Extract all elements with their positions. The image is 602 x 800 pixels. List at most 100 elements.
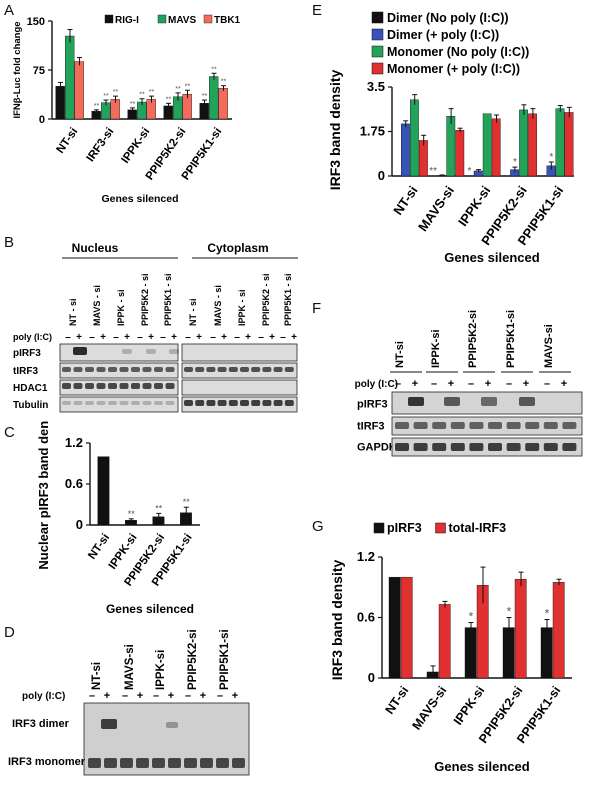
lane-label: NT - si bbox=[188, 298, 198, 326]
lane-label: PPIP5K2 - si bbox=[261, 273, 271, 326]
row-label: pIRF3 bbox=[357, 398, 388, 410]
band bbox=[119, 401, 129, 405]
treatment-sign: + bbox=[412, 378, 418, 390]
treatment-sign: + bbox=[124, 332, 130, 343]
legend-label: MAVS bbox=[168, 15, 196, 26]
blot-strip bbox=[181, 379, 298, 396]
bar bbox=[209, 76, 219, 120]
significance-mark: ** bbox=[139, 92, 145, 99]
treatment-sign: – bbox=[122, 690, 128, 702]
band bbox=[216, 758, 229, 768]
band bbox=[165, 383, 175, 389]
band bbox=[184, 367, 193, 372]
bar bbox=[74, 61, 84, 120]
lane-label: IPPK-si bbox=[155, 650, 167, 690]
band bbox=[228, 400, 238, 406]
band bbox=[85, 401, 94, 405]
band bbox=[136, 758, 149, 768]
band bbox=[152, 758, 165, 768]
treatment-label: poly (I:C) bbox=[22, 691, 65, 702]
treatment-sign: + bbox=[137, 690, 143, 702]
treatment-sign: – bbox=[544, 378, 550, 390]
band bbox=[169, 349, 179, 354]
significance-mark: ** bbox=[113, 89, 119, 96]
legend-swatch bbox=[203, 14, 213, 24]
legend-label: total-IRF3 bbox=[449, 521, 507, 535]
significance-mark: ** bbox=[175, 86, 181, 93]
treatment-sign: – bbox=[185, 332, 191, 343]
bar bbox=[409, 99, 419, 177]
category-label: IPPK-si bbox=[455, 183, 493, 229]
row-label: Tubulin bbox=[13, 400, 48, 411]
band bbox=[262, 367, 272, 372]
band bbox=[525, 443, 540, 451]
significance-mark: * bbox=[513, 157, 517, 168]
band bbox=[85, 383, 94, 389]
row-label: tIRF3 bbox=[13, 366, 38, 377]
band bbox=[206, 400, 216, 406]
treatment-sign: + bbox=[245, 332, 251, 343]
significance-mark: ** bbox=[130, 101, 136, 108]
bar bbox=[555, 108, 565, 177]
band bbox=[240, 367, 249, 372]
legend-swatch bbox=[373, 522, 385, 534]
lane-label: NT - si bbox=[68, 298, 78, 326]
row-label: HDAC1 bbox=[13, 383, 48, 394]
band bbox=[251, 367, 261, 372]
band bbox=[488, 443, 502, 451]
band bbox=[284, 400, 294, 406]
y-tick-label: 75 bbox=[33, 65, 45, 77]
y-tick-label: 0 bbox=[378, 168, 385, 183]
band bbox=[108, 401, 117, 405]
significance-mark: ** bbox=[166, 96, 172, 103]
category-label: NT-si bbox=[54, 126, 80, 156]
band bbox=[562, 443, 577, 451]
blot-strip bbox=[391, 437, 583, 457]
legend-swatch bbox=[371, 45, 384, 58]
band bbox=[131, 401, 140, 405]
treatment-sign: + bbox=[76, 332, 82, 343]
significance-mark: * bbox=[468, 166, 472, 177]
y-axis-label: IFNβ-Luc fold change bbox=[12, 21, 23, 118]
lane-label: PPIP5K1 - si bbox=[283, 273, 293, 326]
treatment-sign: + bbox=[269, 332, 275, 343]
band bbox=[142, 383, 152, 389]
band bbox=[450, 422, 465, 429]
category-label: NT-si bbox=[390, 183, 421, 218]
legend-label: TBK1 bbox=[214, 15, 241, 26]
treatment-sign: + bbox=[221, 332, 227, 343]
band bbox=[506, 422, 521, 429]
y-tick-label: 1.75 bbox=[360, 124, 385, 139]
significance-mark: ** bbox=[155, 503, 163, 513]
band bbox=[166, 722, 178, 728]
y-axis-label: IRF3 band density bbox=[329, 560, 345, 681]
bar bbox=[482, 113, 492, 177]
band bbox=[62, 383, 71, 389]
legend-label: Dimer (+ poly (I:C)) bbox=[387, 28, 499, 42]
treatment-sign: + bbox=[200, 690, 206, 702]
significance-mark: ** bbox=[185, 83, 191, 90]
legend-label: RIG-I bbox=[115, 15, 139, 26]
band bbox=[413, 443, 428, 451]
band bbox=[96, 401, 106, 405]
blot-strip bbox=[391, 416, 583, 436]
blot-strip bbox=[59, 362, 179, 379]
category-label: MAVS-si bbox=[415, 183, 457, 234]
treatment-sign: – bbox=[113, 332, 119, 343]
y-tick-label: 1.2 bbox=[65, 435, 83, 450]
band bbox=[184, 400, 193, 406]
legend-swatch bbox=[157, 14, 167, 24]
band bbox=[154, 383, 163, 389]
bar bbox=[519, 109, 528, 177]
treatment-sign: – bbox=[89, 332, 95, 343]
treatment-sign: – bbox=[160, 332, 166, 343]
band bbox=[432, 443, 447, 451]
treatment-sign: + bbox=[168, 690, 174, 702]
treatment-sign: – bbox=[210, 332, 216, 343]
bar bbox=[514, 578, 527, 679]
treatment-sign: – bbox=[234, 332, 240, 343]
bar bbox=[491, 118, 501, 177]
row-label: pIRF3 bbox=[13, 348, 41, 359]
row-label: IRF3 dimer bbox=[12, 718, 70, 730]
